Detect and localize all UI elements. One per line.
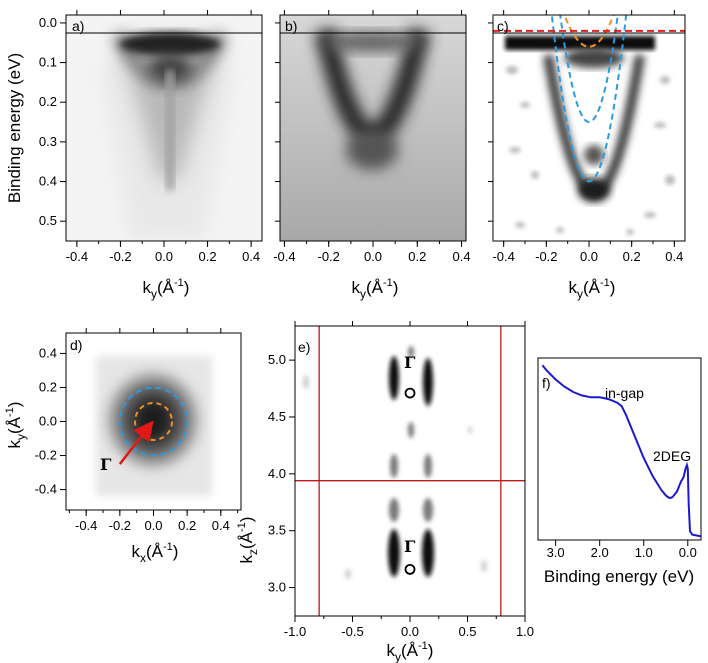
panel-b-image	[280, 15, 466, 241]
gamma-point-top-marker	[404, 387, 416, 399]
x-tick-label: -1.0	[284, 624, 306, 639]
x-tick-label: 0.2	[178, 518, 196, 533]
x-tick-label: 0.0	[155, 249, 173, 264]
panel-e-gamma-top: Γ	[404, 353, 416, 372]
x-tick-label: 0.4	[453, 249, 471, 264]
panel-a-ylabel: Binding energy (eV)	[5, 53, 24, 203]
blue-fermi-contour	[118, 386, 189, 457]
panel-f: 3.0 2.0 1.0 0.0 f) in-gap 2DEG Binding ener…	[537, 357, 702, 586]
y-tick-label: 0.0	[39, 15, 57, 30]
x-tick-label: 0.0	[679, 545, 697, 560]
y-tick-label: 3.5	[268, 523, 286, 538]
panel-d-gamma: Γ	[100, 455, 112, 474]
panel-c-image	[493, 15, 685, 241]
gamma-arrow	[118, 420, 154, 465]
panel-e-ticks: -1.0 -0.5 0.0 0.5 1.0 3.0 3.5 4.0 4.5 5.0	[268, 321, 534, 639]
y-tick-label: 4.0	[268, 466, 286, 481]
x-tick-label: 0.4	[665, 249, 683, 264]
x-tick-label: -0.4	[66, 249, 88, 264]
x-tick-label: 0.4	[212, 518, 230, 533]
panel-e-ylabel: kz(Å-1)	[236, 517, 260, 564]
panel-d: -0.4 -0.2 0.0 0.2 0.4-0.4-0.20.00.20.4 d) Γ …	[4, 328, 242, 565]
y-tick-label: -0.4	[35, 482, 57, 497]
x-tick-label: -0.5	[341, 624, 363, 639]
x-tick-label: 0.0	[364, 249, 382, 264]
panel-e-xlabel: ky(Å-1)	[387, 640, 434, 663]
panel-d-image	[96, 356, 212, 496]
gamma-point-bottom-marker	[404, 563, 416, 575]
panel-a: -0.4 -0.2 0.0 0.2 0.4 0.0 0.1 0.2 0.3 0.4 0.5 a) B…	[5, 10, 263, 301]
panel-c: -0.4 -0.2 0.0 0.2 0.4 c) ky(Å-1)	[488, 10, 686, 301]
panel-d-overlays	[118, 386, 189, 465]
blue-inner-parabola	[559, 15, 619, 124]
panel-f-xlabel: Binding energy (eV)	[544, 567, 694, 586]
x-tick-label: 1.0	[516, 624, 534, 639]
x-tick-label: 0.5	[458, 624, 476, 639]
x-tick-label: -0.4	[75, 518, 97, 533]
panel-a-label: a)	[72, 18, 84, 34]
y-tick-label: 0.2	[39, 94, 57, 109]
panel-e-image	[303, 346, 487, 579]
panel-c-overlays	[493, 15, 685, 183]
panel-b: -0.4 -0.2 0.0 0.2 0.4 b) ky(Å-1)	[273, 10, 471, 301]
x-tick-label: 1.0	[635, 545, 653, 560]
x-tick-label: -0.4	[492, 249, 514, 264]
x-tick-label: -0.4	[273, 249, 295, 264]
y-tick-label: -0.2	[35, 448, 57, 463]
panel-a-image	[66, 15, 262, 241]
x-tick-label: 0.2	[408, 249, 426, 264]
x-tick-label: -0.2	[109, 249, 131, 264]
y-tick-label: 4.5	[268, 409, 286, 424]
panel-b-xlabel: ky(Å-1)	[352, 277, 399, 301]
panel-c-ticks: -0.4 -0.2 0.0 0.2 0.4	[488, 10, 683, 264]
panel-b-label: b)	[285, 18, 297, 34]
y-tick-label: 0.4	[39, 345, 57, 360]
y-tick-label: 0.4	[39, 174, 57, 189]
x-tick-label: 3.0	[547, 545, 565, 560]
x-tick-label: 0.2	[199, 249, 217, 264]
x-tick-label: 2.0	[591, 545, 609, 560]
y-tick-label: 5.0	[268, 352, 286, 367]
y-tick-label: 0.0	[39, 414, 57, 429]
panel-c-xlabel: ky(Å-1)	[569, 277, 616, 301]
x-tick-label: 0.0	[580, 249, 598, 264]
blue-outer-parabola	[550, 15, 628, 183]
panel-e: Γ Γ -1.0 -0.5 0.0 0.5 1.03.03.54.04.55.0 e) …	[236, 321, 534, 663]
x-tick-label: -0.2	[318, 249, 340, 264]
x-tick-label: -0.2	[109, 518, 131, 533]
panel-d-ticks: -0.4 -0.2 0.0 0.2 0.4 -0.4 -0.2 0.0 0.2 0.4	[35, 328, 239, 533]
y-tick-label: 0.1	[39, 55, 57, 70]
panel-d-xlabel: kx(Å-1)	[132, 541, 179, 565]
x-tick-label: -0.2	[535, 249, 557, 264]
y-tick-label: 0.2	[39, 379, 57, 394]
panel-a-xlabel: ky(Å-1)	[143, 277, 190, 301]
annotation-2deg: 2DEG	[653, 448, 691, 464]
x-tick-label: 0.0	[401, 624, 419, 639]
x-tick-label: 0.0	[144, 518, 162, 533]
y-tick-label: 0.5	[39, 213, 57, 228]
x-tick-label: 0.2	[623, 249, 641, 264]
panel-d-label: d)	[70, 337, 82, 353]
panel-b-ticks: -0.4 -0.2 0.0 0.2 0.4	[273, 10, 471, 264]
panel-d-ylabel: ky(Å-1)	[4, 402, 28, 449]
x-tick-label: 0.4	[242, 249, 260, 264]
panel-f-label: f)	[542, 375, 551, 391]
y-tick-label: 3.0	[268, 580, 286, 595]
spectrum-curve	[541, 364, 702, 538]
panel-a-ticks: -0.4 -0.2 0.0 0.2 0.4 0.0 0.1 0.2 0.3 0.4 0.5	[39, 10, 260, 264]
panel-e-label: e)	[298, 339, 310, 355]
annotation-in-gap: in-gap	[605, 385, 644, 401]
panel-c-label: c)	[497, 18, 509, 34]
panel-e-gamma-bottom: Γ	[404, 537, 416, 556]
panel-f-ticks: 3.0 2.0 1.0 0.0	[547, 540, 697, 560]
y-tick-label: 0.3	[39, 134, 57, 149]
